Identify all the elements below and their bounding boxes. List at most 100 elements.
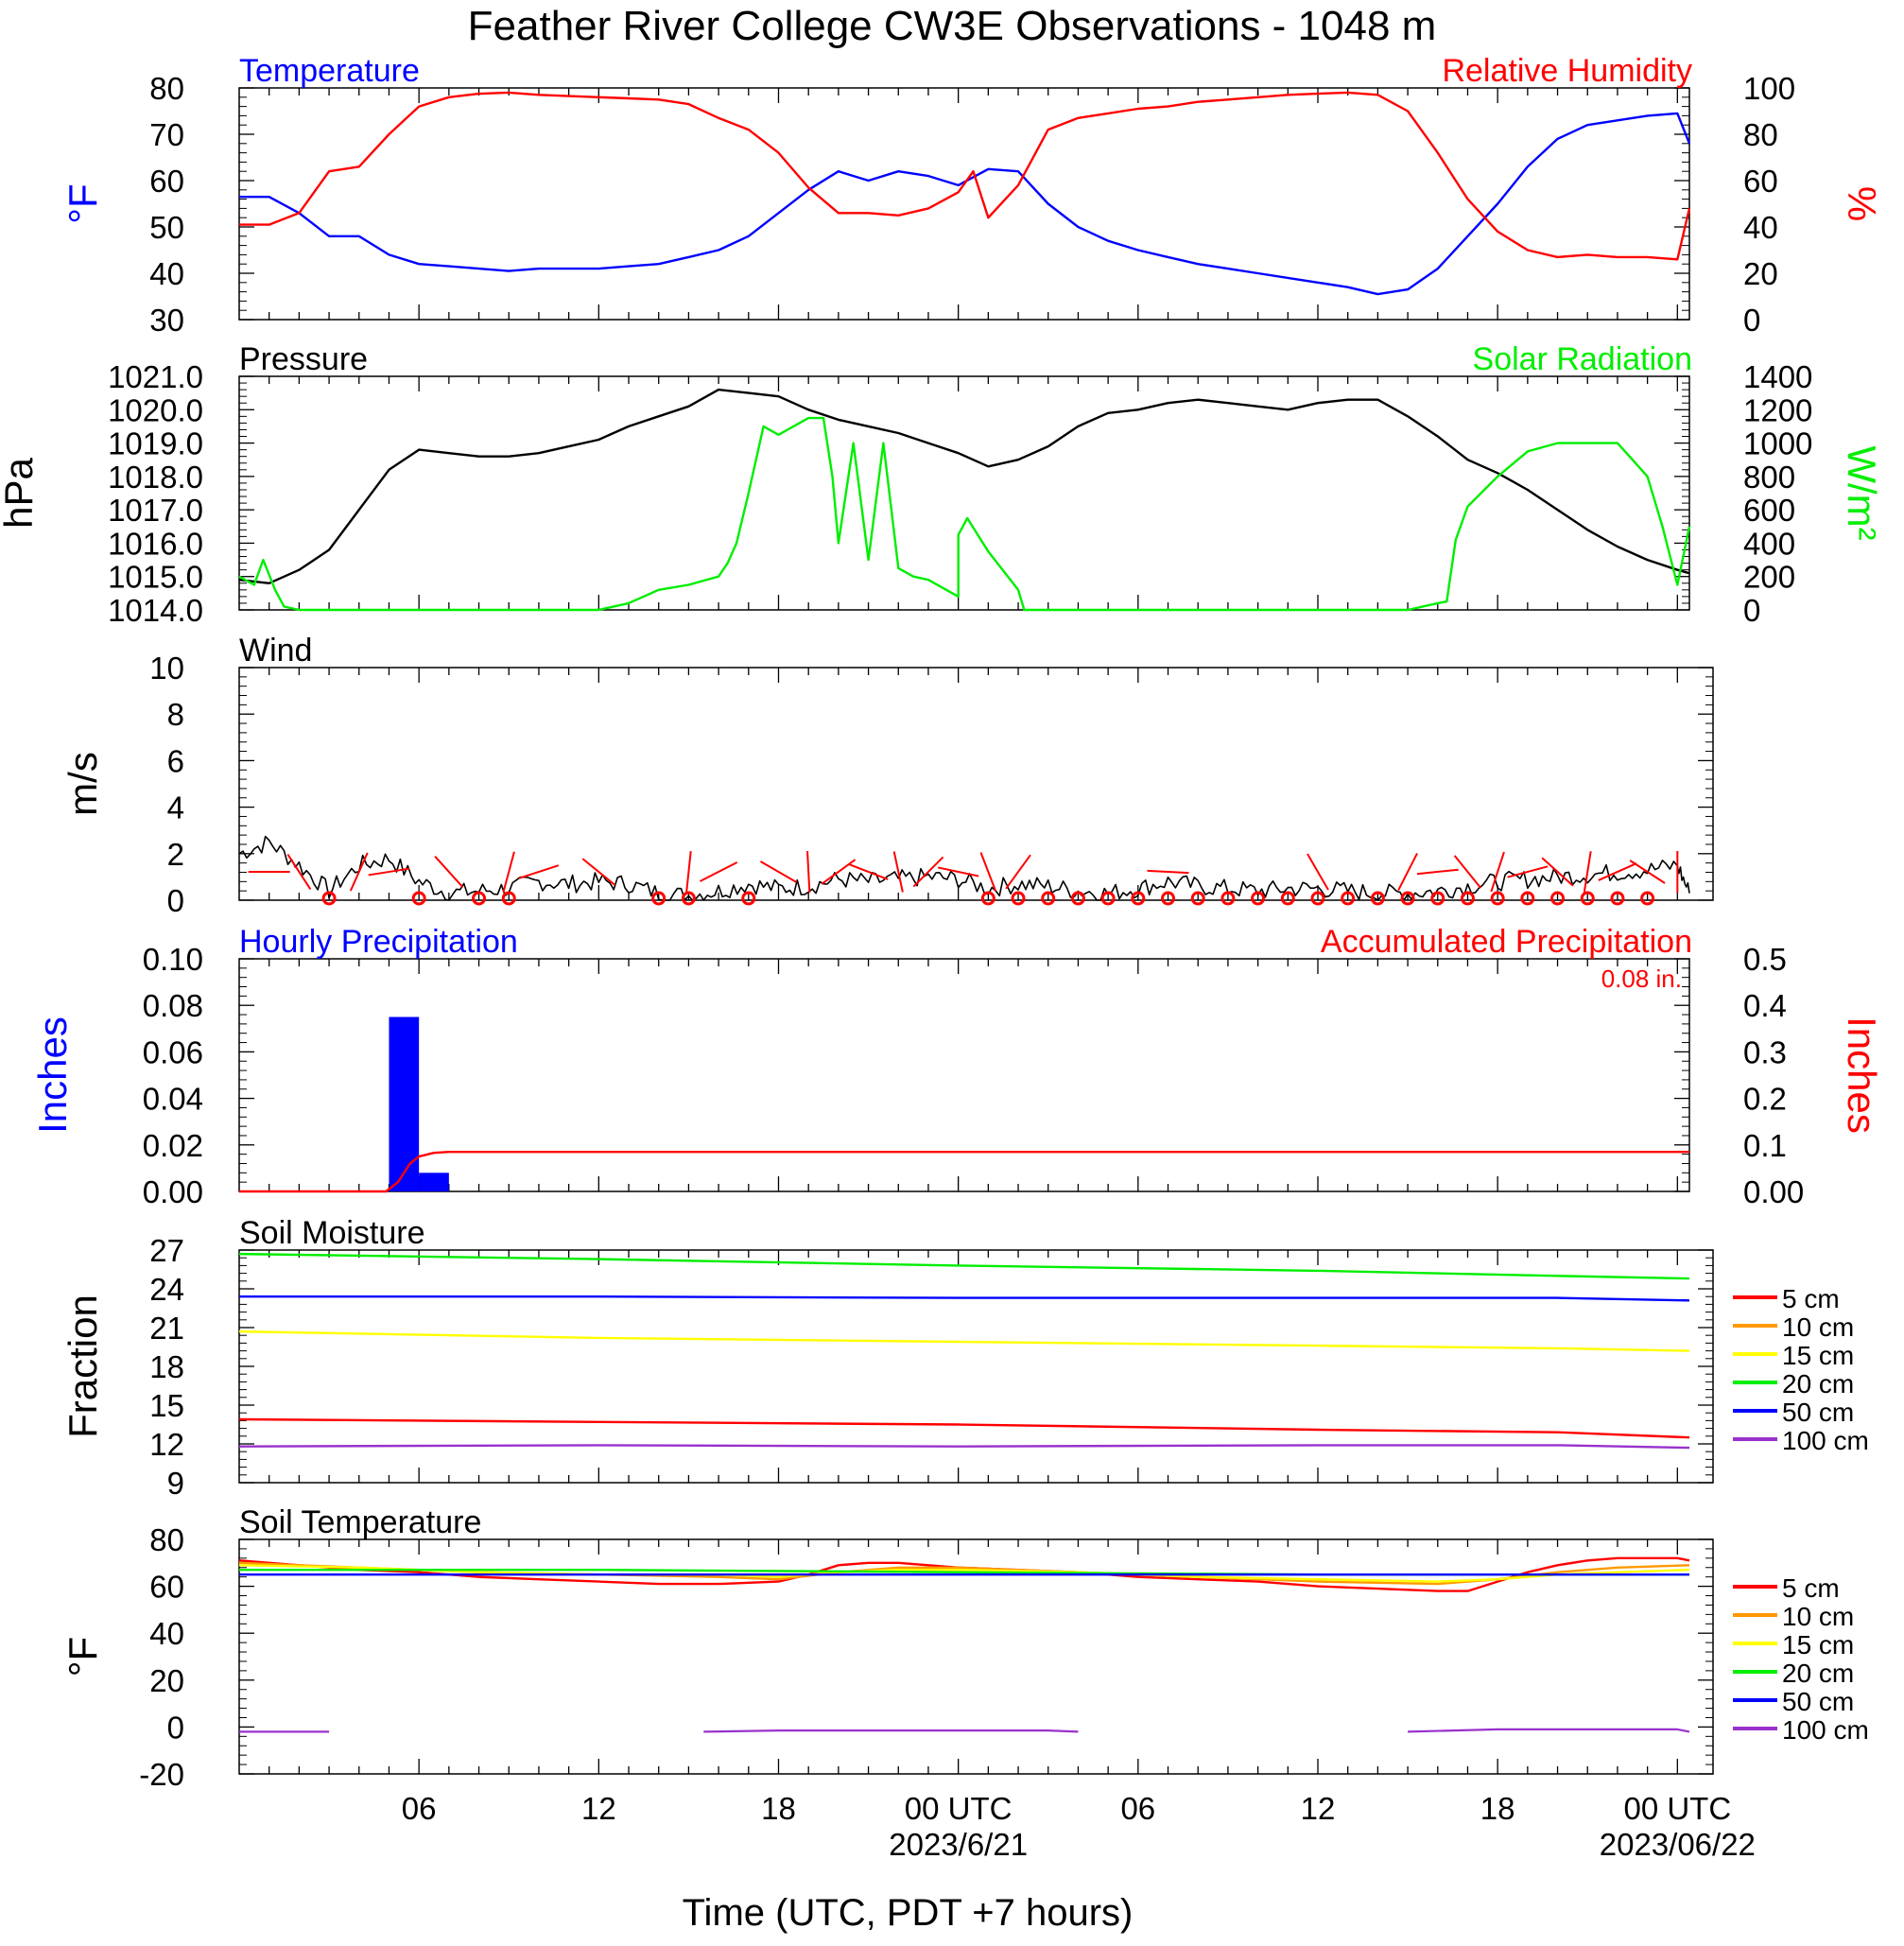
- wind-barb: [1507, 865, 1549, 878]
- legend-label: 50 cm: [1782, 1687, 1854, 1716]
- y-tick-label-left: 40: [149, 256, 184, 291]
- y-tick-label-left: 1019.0: [108, 426, 203, 461]
- panel-title-left: Hourly Precipitation: [239, 924, 518, 960]
- calm-circle: [1011, 891, 1026, 906]
- y-tick-label-left: 9: [167, 1466, 184, 1501]
- y-tick-label-left: 0.08: [143, 988, 203, 1023]
- wind-barb: [581, 858, 616, 886]
- y-tick-label-right: 60: [1743, 164, 1778, 199]
- legend-label: 5 cm: [1782, 1573, 1840, 1603]
- wind-barb: [1598, 862, 1637, 881]
- x-tick-label: 12: [581, 1791, 616, 1826]
- panel-title-left: Pressure: [239, 341, 368, 377]
- y-tick-label-left: 0.00: [143, 1174, 203, 1209]
- wind-barb: [685, 851, 692, 893]
- series-100-cm: [703, 1729, 1079, 1733]
- calm-circle: [1220, 891, 1236, 906]
- legend-label: 50 cm: [1782, 1398, 1854, 1427]
- calm-circle: [741, 891, 756, 906]
- y-tick-label-right: 0: [1743, 303, 1760, 338]
- legend-label: 15 cm: [1782, 1630, 1854, 1659]
- calm-circle: [1490, 891, 1505, 906]
- x-axis-label: Time (UTC, PDT +7 hours): [683, 1892, 1134, 1934]
- calm-circle: [1070, 891, 1085, 906]
- y-axis-label-left: Inches: [30, 1016, 75, 1134]
- y-tick-label-right: 1000: [1743, 426, 1812, 461]
- series-100-cm: [1408, 1728, 1690, 1733]
- y-tick-label-right: 600: [1743, 493, 1795, 528]
- y-tick-label-left: 0.04: [143, 1082, 203, 1117]
- wind-barb: [1397, 852, 1418, 892]
- y-tick-label-right: 0: [1743, 593, 1760, 628]
- y-tick-label-left: 0: [167, 883, 184, 918]
- y-tick-label-left: 2: [167, 837, 184, 872]
- legend-label: 20 cm: [1782, 1369, 1854, 1399]
- y-tick-label-right: 0.1: [1743, 1128, 1787, 1163]
- calm-circle: [1251, 891, 1266, 906]
- y-tick-label-left: 40: [149, 1616, 184, 1651]
- x-tick-label: 00 UTC: [1623, 1791, 1731, 1826]
- calm-circle: [681, 891, 696, 906]
- legend-label: 10 cm: [1782, 1312, 1854, 1342]
- wind-barb: [912, 856, 944, 888]
- y-tick-label-left: 0.10: [143, 942, 203, 977]
- y-tick-label-right: 0.2: [1743, 1082, 1787, 1117]
- figure-title: Feather River College CW3E Observations …: [468, 3, 1437, 49]
- y-tick-label-left: 12: [149, 1427, 184, 1462]
- y-tick-label-right: 0.3: [1743, 1034, 1787, 1069]
- y-axis-label-right: Inches: [1840, 1016, 1884, 1134]
- y-tick-label-left: 6: [167, 743, 184, 778]
- y-tick-label-left: 0.06: [143, 1034, 203, 1069]
- y-tick-label-left: 30: [149, 303, 184, 338]
- calm-circle: [1400, 891, 1415, 906]
- series-100-cm: [238, 1444, 1690, 1450]
- series-20-cm: [238, 1252, 1690, 1280]
- y-tick-label-left: 1017.0: [108, 493, 203, 528]
- wind-barb: [1416, 868, 1459, 876]
- y-tick-label-right: 0.5: [1743, 942, 1787, 977]
- y-tick-label-left: 80: [149, 1522, 184, 1557]
- legend-label: 100 cm: [1782, 1426, 1869, 1455]
- panel-0: 80 70 60 50 40 30 100 80 60 40 20 0 °F % Temperature Re…: [61, 53, 1884, 338]
- calm-circle: [1610, 891, 1625, 906]
- wind-barb: [349, 852, 369, 892]
- wind-barb: [434, 855, 464, 889]
- y-tick-label-right: 400: [1743, 526, 1795, 561]
- calm-circle: [411, 891, 426, 906]
- wind-barb: [286, 854, 312, 890]
- calm-circle: [501, 891, 516, 906]
- calm-circle: [980, 891, 995, 906]
- y-tick-label-left: 8: [167, 697, 184, 732]
- calm-circle: [1131, 891, 1146, 906]
- y-tick-label-right: 0.4: [1743, 988, 1787, 1023]
- series-50-cm: [239, 1294, 1690, 1302]
- y-tick-label-left: 1014.0: [108, 593, 203, 628]
- y-tick-label-left: 70: [149, 117, 184, 152]
- y-axis-label-left: °F: [61, 1637, 105, 1677]
- plot-frame: [238, 375, 1690, 611]
- panel-3: 0.10 0.08 0.06 0.04 0.02 0.00 0.5 0.4 0.3 0.2 0.1 0…: [30, 924, 1884, 1209]
- y-tick-label-right: 1200: [1743, 392, 1812, 427]
- y-tick-label-left: 60: [149, 1570, 184, 1605]
- y-tick-label-left: 0: [167, 1710, 184, 1745]
- calm-circle: [1580, 891, 1595, 906]
- y-tick-label-left: 1016.0: [108, 526, 203, 561]
- y-tick-label-right: 80: [1743, 117, 1778, 152]
- y-tick-label-left: 10: [149, 651, 184, 686]
- wind-barb: [806, 850, 811, 894]
- calm-circle: [1190, 891, 1205, 906]
- y-tick-label-right: 800: [1743, 460, 1795, 495]
- plot-frame: [238, 1249, 1714, 1484]
- wind-barb: [1307, 853, 1329, 891]
- series-pressure: [238, 388, 1690, 584]
- panel-2: 10 8 6 4 2 0 m/s Wind: [61, 633, 1714, 918]
- series-temperature: [239, 112, 1691, 296]
- series-5-cm: [238, 1417, 1690, 1439]
- calm-circle: [472, 891, 487, 906]
- x-tick-label: 18: [761, 1791, 796, 1826]
- legend-label: 15 cm: [1782, 1341, 1854, 1370]
- wind-barb: [979, 852, 997, 892]
